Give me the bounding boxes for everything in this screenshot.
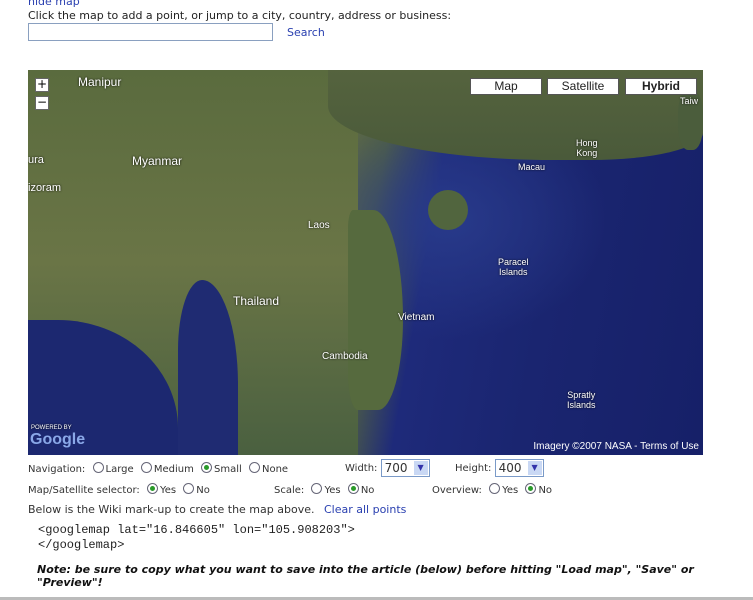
navigation-none-radio[interactable]	[248, 462, 260, 473]
label-taiwan: Taiw	[680, 96, 699, 106]
instruction-text: Click the map to add a point, or jump to…	[28, 9, 452, 22]
bottom-divider	[0, 597, 753, 600]
overview-no-label: No	[538, 485, 553, 496]
navigation-large-radio[interactable]	[92, 462, 104, 473]
powered-by-text: POWERED BY	[31, 425, 72, 431]
navigation-options: Navigation: Large Medium Small None	[28, 462, 288, 475]
label-hong-kong: Hong Kong	[576, 138, 598, 158]
label-ura: ura	[28, 154, 44, 166]
label-thailand: Thailand	[233, 294, 280, 308]
hide-map-link[interactable]: hide map	[28, 0, 80, 8]
navigation-label: Navigation:	[28, 464, 86, 475]
zoom-out-button[interactable]: −	[35, 95, 49, 110]
selector-no-label: No	[196, 485, 210, 496]
selector-label: Map/Satellite selector:	[28, 485, 140, 496]
search-button[interactable]: Search	[287, 26, 325, 39]
zoom-in-button[interactable]: +	[35, 77, 49, 92]
height-select[interactable]: 400 ▼	[494, 459, 544, 477]
label-macau: Macau	[518, 162, 546, 172]
scale-no-radio[interactable]	[347, 483, 359, 494]
label-manipur: Manipur	[78, 75, 122, 89]
scale-yes-label: Yes	[324, 485, 341, 496]
label-cambodia: Cambodia	[322, 351, 368, 362]
width-option: Width: 700 ▼	[345, 459, 430, 477]
google-logo[interactable]: Google	[30, 431, 86, 448]
scale-yes-radio[interactable]	[311, 483, 323, 494]
hainan-island	[428, 190, 468, 230]
selector-no-radio[interactable]	[183, 483, 195, 494]
label-izoram: izoram	[28, 182, 62, 194]
imagery-credit: Imagery ©2007 NASA -	[533, 441, 641, 452]
label-spratly-islands: Spratly Islands	[567, 390, 596, 410]
save-note: Note: be sure to copy what you want to s…	[37, 563, 694, 589]
chevron-down-icon: ▼	[527, 461, 542, 475]
vietnam-coast	[348, 210, 403, 410]
taiwan-land	[678, 90, 703, 150]
terms-of-use-link[interactable]: Terms of Use	[640, 441, 699, 452]
map-type-hybrid-button[interactable]: Hybrid	[625, 78, 697, 95]
navigation-small-radio[interactable]	[201, 462, 213, 473]
overview-yes-label: Yes	[502, 485, 519, 496]
selector-yes-label: Yes	[159, 485, 177, 496]
scale-options: Scale: Yes No	[274, 483, 374, 496]
label-myanmar: Myanmar	[132, 154, 183, 168]
navigation-medium-radio[interactable]	[140, 462, 152, 473]
width-label: Width:	[345, 463, 378, 474]
navigation-none-label: None	[261, 464, 289, 475]
markup-intro-row: Below is the Wiki mark-up to create the …	[28, 503, 406, 516]
label-vietnam: Vietnam	[398, 312, 435, 323]
attribution-text: Imagery ©2007 NASA - Terms of Use	[533, 441, 699, 452]
overview-no-radio[interactable]	[525, 483, 537, 494]
navigation-medium-label: Medium	[153, 464, 194, 475]
search-input[interactable]	[28, 23, 273, 41]
label-paracel-islands: Paracel Islands	[498, 257, 529, 277]
height-label: Height:	[455, 463, 492, 474]
selector-options: Map/Satellite selector: Yes No	[28, 483, 210, 496]
width-value: 700	[384, 461, 408, 475]
map-type-map-button[interactable]: Map	[470, 78, 542, 95]
label-laos: Laos	[308, 220, 330, 231]
selector-yes-radio[interactable]	[146, 483, 158, 494]
navigation-large-label: Large	[105, 464, 134, 475]
height-option: Height: 400 ▼	[455, 459, 544, 477]
overview-options: Overview: Yes No	[432, 483, 552, 496]
scale-no-label: No	[360, 485, 375, 496]
chevron-down-icon: ▼	[413, 461, 428, 475]
markup-intro: Below is the Wiki mark-up to create the …	[28, 503, 315, 516]
navigation-small-label: Small	[214, 464, 242, 475]
map-type-satellite-button[interactable]: Satellite	[547, 78, 619, 95]
height-value: 400	[498, 461, 522, 475]
width-select[interactable]: 700 ▼	[380, 459, 430, 477]
overview-yes-radio[interactable]	[489, 483, 501, 494]
wiki-markup-code: <googlemap lat="16.846605" lon="105.9082…	[38, 523, 355, 552]
scale-label: Scale:	[274, 485, 305, 496]
map-canvas[interactable]: Map Satellite Hybrid + − Manipur Myanmar…	[28, 70, 703, 455]
overview-label: Overview:	[432, 485, 482, 496]
clear-all-points-link[interactable]: Clear all points	[323, 503, 407, 516]
